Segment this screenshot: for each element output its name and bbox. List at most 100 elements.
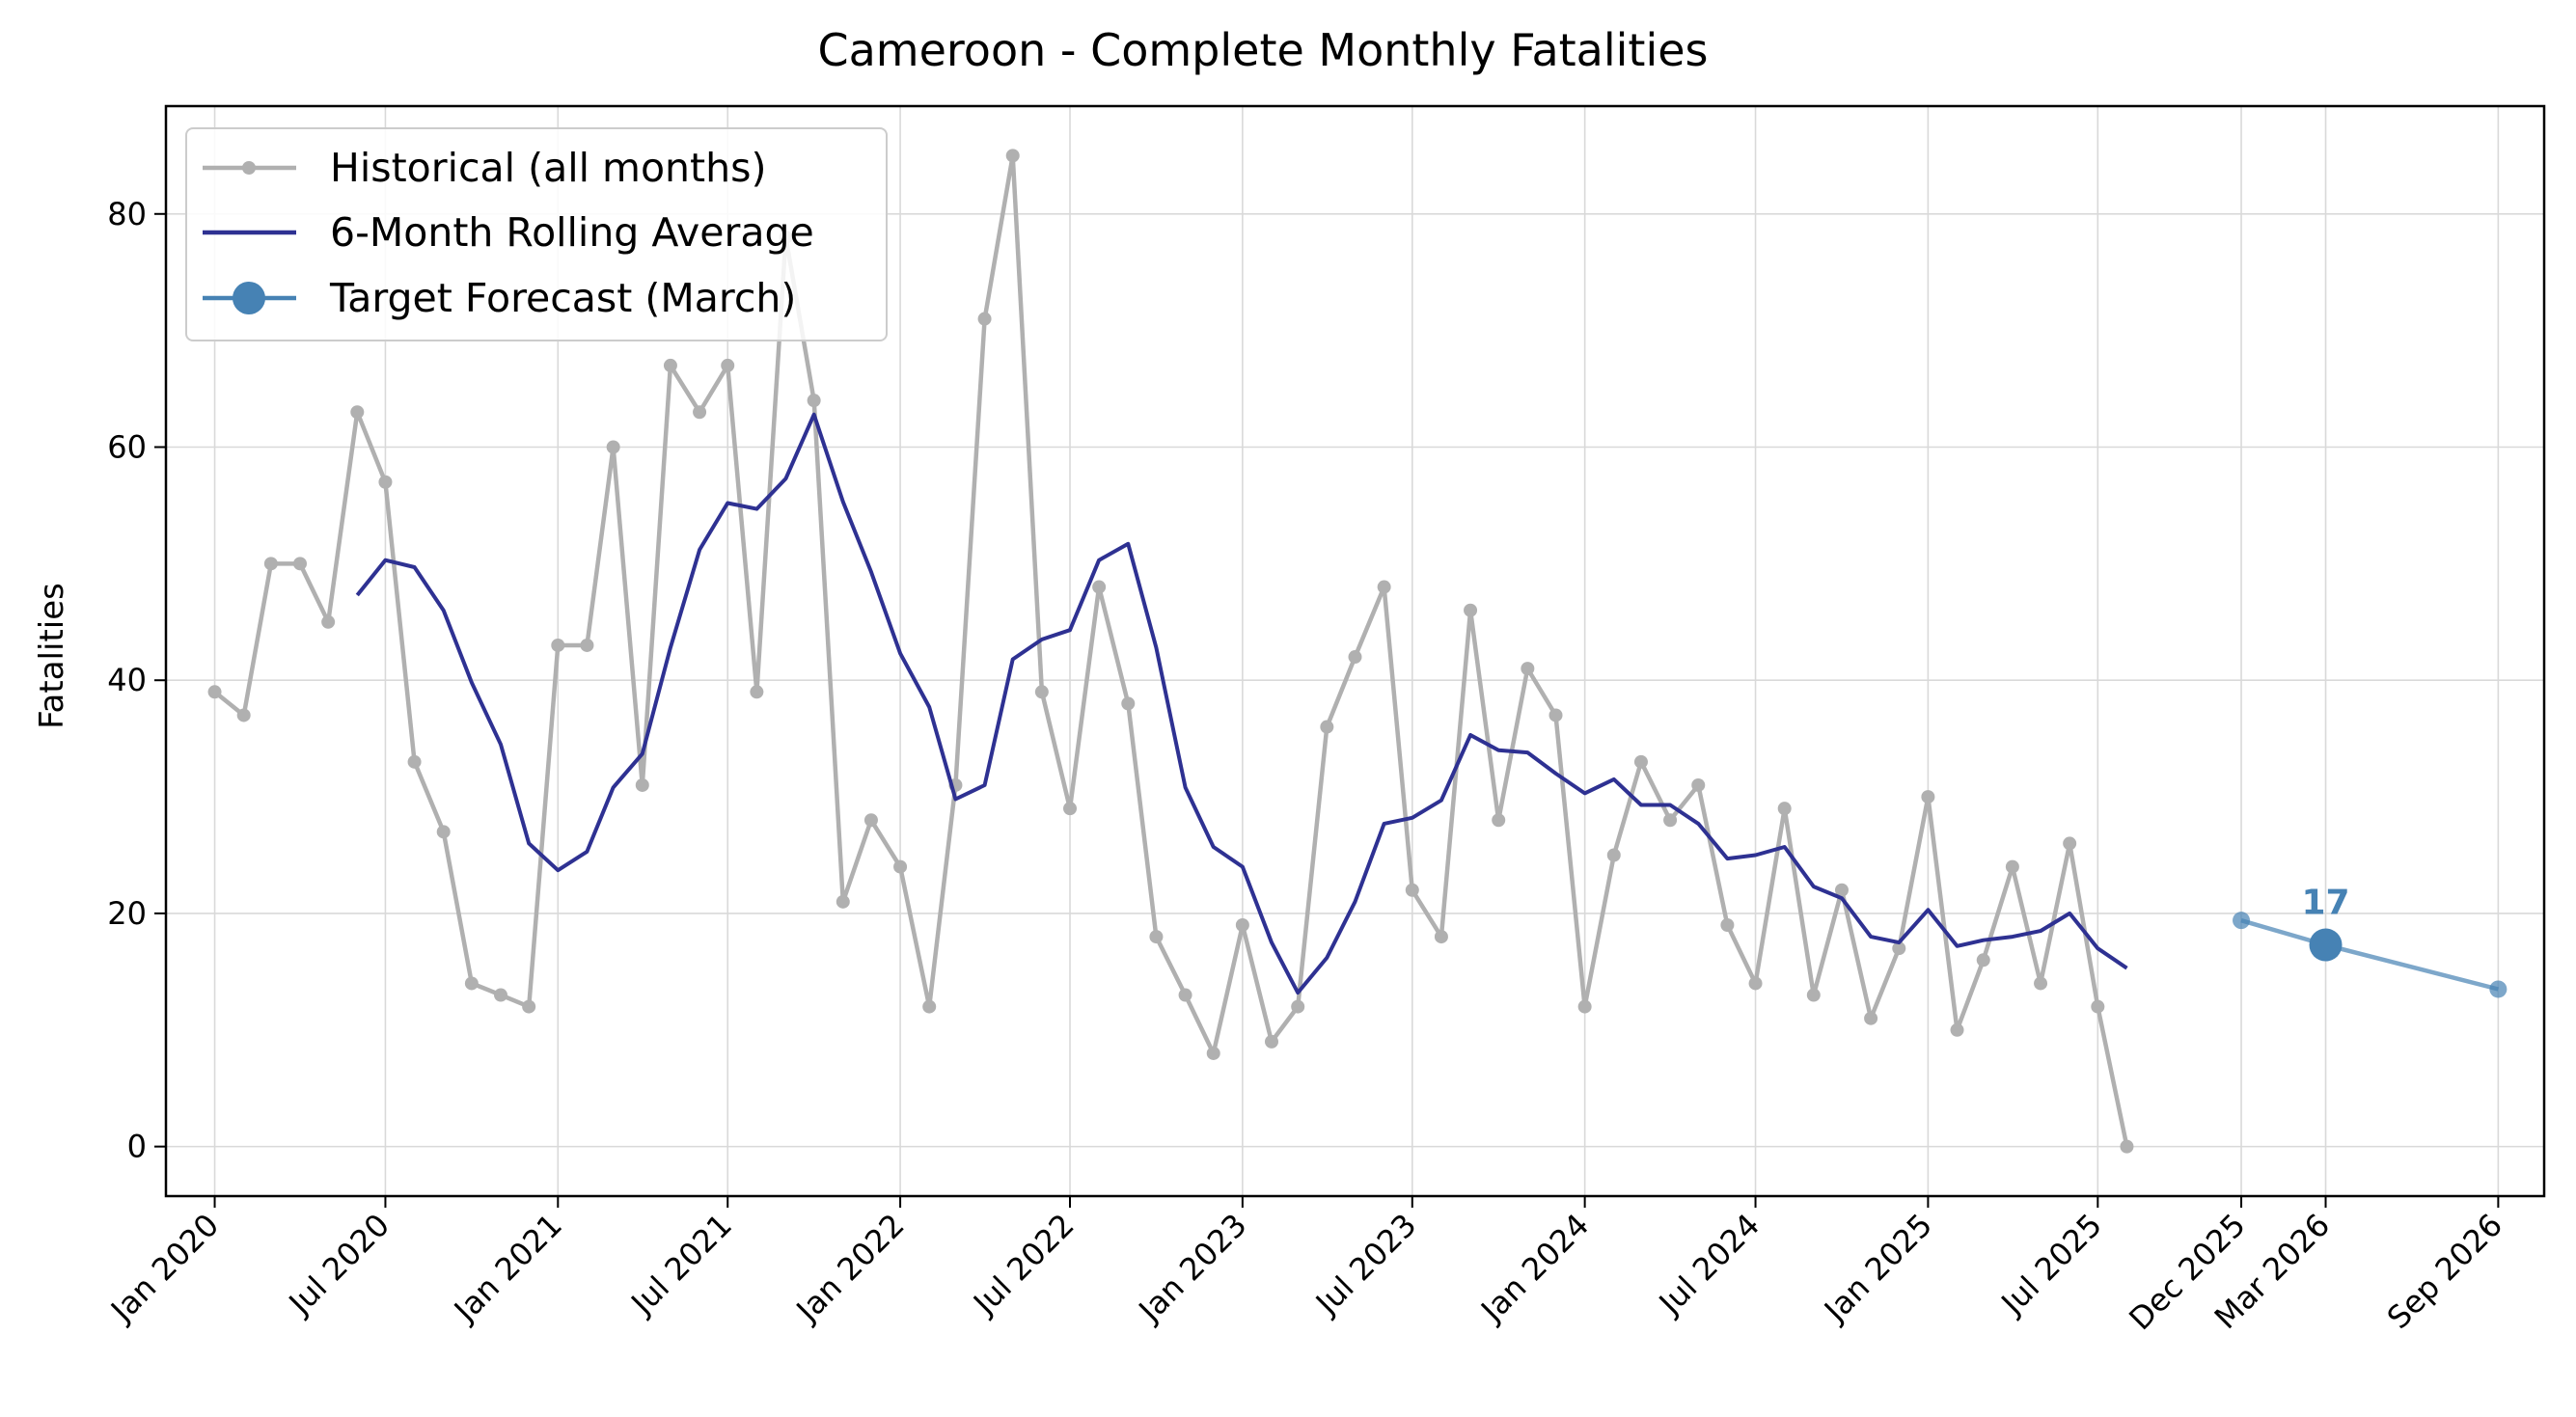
y-tick-label: 0 [127,1129,147,1165]
historical-point [635,777,649,792]
rolling-average-line [355,412,2128,995]
historical-point [263,557,278,571]
historical-point [1691,777,1706,792]
y-tick-label: 80 [107,196,147,232]
historical-point [1777,802,1792,816]
legend-forecast-label: Target Forecast (March) [329,275,796,321]
historical-point [292,557,307,571]
historical-point [1377,580,1391,594]
x-tick-label: Jan 2023 [1131,1207,1254,1330]
historical-point [693,405,707,420]
forecast-line [2240,918,2499,992]
historical-point [1206,1046,1220,1060]
y-tick-label: 40 [107,662,147,698]
historical-point [1005,149,1020,163]
historical-point [1121,696,1136,711]
x-tick-label: Jul 2025 [1993,1207,2109,1322]
historical-point [1464,603,1478,617]
legend-historical-label: Historical (all months) [330,145,766,191]
historical-point [1892,941,1906,956]
y-axis-title: Fatalities [33,583,71,729]
legend-box [185,127,888,341]
historical-point [977,312,992,326]
historical-point [863,813,878,828]
forecast-point [2233,912,2251,930]
historical-point [1034,685,1049,699]
chart-title: Cameroon - Complete Monthly Fatalities [817,24,1708,76]
historical-point [1320,720,1334,734]
series-layer: 17 [207,149,2507,1154]
historical-point [1149,930,1164,944]
forecast-annotation: 17 [2301,884,2349,923]
grid-layer [166,106,2544,1196]
legend-rolling-average-label: 6-Month Rolling Average [330,209,814,256]
historical-point [2005,859,2019,874]
plot-frame [164,104,2546,1198]
historical-line [213,153,2129,1148]
y-tick-label: 60 [107,429,147,466]
historical-point [1663,813,1678,828]
historical-point [1178,988,1192,1002]
x-tick-label: Jan 2021 [446,1207,569,1330]
historical-point [2091,999,2105,1014]
historical-point [580,638,594,652]
x-tick-label: Jan 2024 [1472,1207,1596,1330]
axis-layer: Jan 2020 Jul 2020 Jan 2021 Jul 2021 Jan 2022… [102,196,2509,1337]
x-tick-label: Jan 2022 [788,1207,912,1330]
historical-point [807,394,821,408]
forecast-point [2489,980,2507,998]
historical-point [1548,708,1563,722]
historical-point [750,685,764,699]
historical-point [1434,930,1448,944]
x-tick-label: Jul 2022 [965,1207,1081,1322]
x-tick-label: Jul 2024 [1651,1207,1767,1322]
legend-forecast-marker [233,282,265,314]
x-tick-label: Jan 2025 [1816,1207,1939,1330]
historical-point [1348,650,1362,665]
historical-point [922,999,937,1014]
historical-point [464,976,479,991]
historical-point [1720,918,1735,933]
historical-point [1976,953,1990,967]
historical-point [2120,1139,2134,1154]
x-tick-label: Jul 2021 [623,1207,739,1322]
forecast-target-point [2309,928,2343,962]
historical-point [606,440,620,454]
historical-point [207,685,222,699]
historical-point [1521,662,1535,676]
x-tick-label: Jul 2023 [1307,1207,1423,1322]
historical-point [236,708,251,722]
legend-historical-marker [242,161,256,175]
historical-point [663,358,677,372]
historical-point [378,475,393,489]
historical-point [494,988,508,1002]
historical-point [1921,790,1935,804]
historical-point [1806,988,1821,1002]
historical-point [893,859,908,874]
historical-point [522,999,536,1014]
historical-point [350,405,365,420]
historical-point [721,358,735,372]
y-tick-label: 20 [107,895,147,932]
historical-point [836,894,850,909]
historical-point [321,614,336,629]
historical-point [1264,1034,1278,1049]
historical-point [1748,976,1763,991]
x-tick-label: Jan 2020 [102,1207,226,1330]
historical-point [407,754,422,769]
historical-point [1834,883,1849,897]
historical-point [1864,1011,1878,1025]
historical-point [1291,999,1305,1014]
historical-point [2063,836,2077,851]
historical-point [1235,918,1249,933]
historical-point [2034,976,2048,991]
historical-point [1633,754,1648,769]
historical-point [1063,802,1078,816]
historical-point [1577,999,1592,1014]
historical-point [1950,1022,1964,1037]
historical-point [1405,883,1419,897]
legend-layer: Historical (all months) 6-Month Rolling A… [185,127,888,341]
x-tick-label: Sep 2026 [2380,1207,2509,1336]
historical-point [1092,580,1107,594]
